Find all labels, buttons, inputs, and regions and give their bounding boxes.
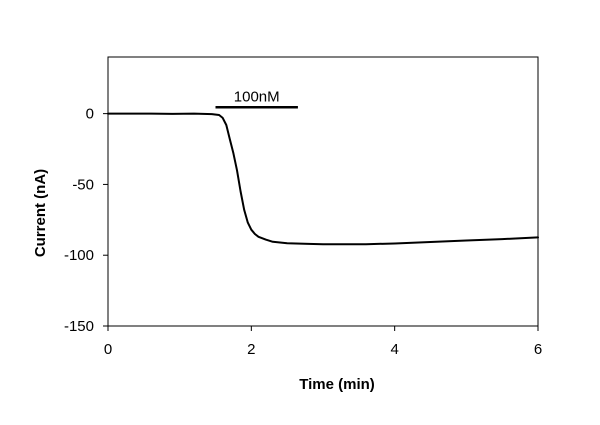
plot-border [107,56,539,327]
series-line [107,112,539,246]
series-layer [107,112,539,246]
y-axis-title: Current (nA) [32,169,49,257]
x-tick-label: 2 [247,341,255,358]
x-tick-label: 0 [104,341,112,358]
annotation-layer: 100nM [215,88,298,109]
plot-frame [107,56,539,327]
y-tick-label: -150 [64,318,94,335]
y-tick-label: -50 [72,176,94,193]
application-label: 100nM [234,88,280,105]
x-tick-label: 4 [390,341,398,358]
x-axis-ticks: 0 2 4 6 [104,326,542,358]
x-tick-label: 6 [534,341,542,358]
y-tick-label: -100 [64,247,94,264]
x-axis-title: Time (min) [299,376,375,393]
y-tick-label: 0 [86,106,94,123]
y-axis-ticks: 0 -50 -100 -150 [64,106,108,335]
